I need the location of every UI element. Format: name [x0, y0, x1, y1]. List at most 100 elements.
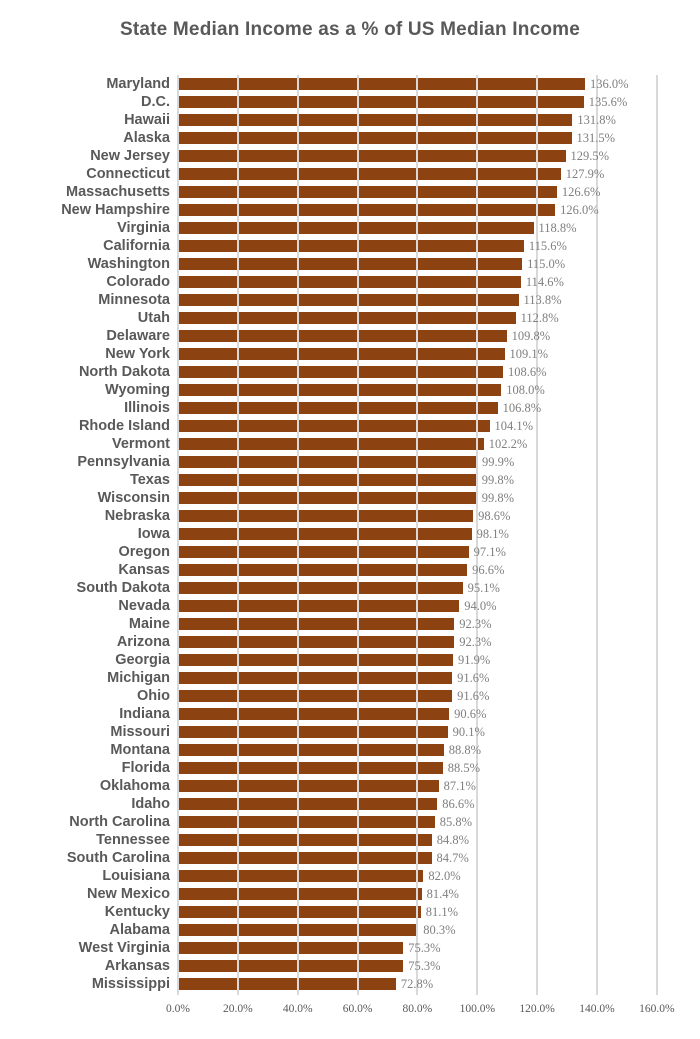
value-label: 75.3% — [408, 959, 441, 973]
bar — [178, 168, 561, 180]
category-label: Oklahoma — [99, 778, 170, 794]
category-label: Florida — [121, 760, 170, 776]
value-label: 113.8% — [523, 293, 562, 307]
bar — [178, 384, 502, 396]
category-label: Ohio — [136, 688, 170, 704]
category-label: Hawaii — [124, 112, 170, 128]
bar — [178, 618, 455, 630]
value-label: 108.0% — [506, 383, 545, 397]
category-label: Idaho — [131, 796, 170, 812]
bar — [178, 870, 424, 882]
category-label: Wyoming — [105, 382, 170, 398]
value-label: 96.6% — [472, 563, 505, 577]
bar — [178, 204, 556, 216]
value-label: 126.0% — [560, 203, 599, 217]
value-label: 87.1% — [443, 779, 476, 793]
value-label: 92.3% — [459, 635, 492, 649]
value-label: 81.1% — [425, 905, 458, 919]
category-label: Vermont — [111, 436, 170, 452]
bar — [178, 582, 463, 594]
value-label: 91.9% — [458, 653, 491, 667]
category-label: Massachusetts — [66, 184, 170, 200]
value-label: 109.1% — [509, 347, 549, 361]
x-axis-label: 60.0% — [342, 1003, 373, 1015]
category-label: Arkansas — [104, 958, 170, 974]
category-label: Nevada — [118, 598, 170, 614]
bar — [178, 222, 534, 234]
value-label: 94.0% — [464, 599, 497, 613]
category-label: New Jersey — [90, 148, 170, 164]
category-label: North Dakota — [78, 364, 170, 380]
category-label: Minnesota — [98, 292, 170, 308]
category-label: Alabama — [109, 922, 170, 938]
value-label: 131.8% — [577, 113, 616, 127]
value-label: 84.7% — [436, 851, 469, 865]
bar — [178, 114, 573, 126]
value-label: 75.3% — [408, 941, 441, 955]
bar — [178, 474, 477, 486]
x-axis-label: 20.0% — [222, 1003, 253, 1015]
bar — [178, 672, 453, 684]
x-axis-label: 100.0% — [459, 1003, 496, 1015]
bar — [178, 978, 396, 990]
category-label: D.C. — [141, 94, 170, 110]
value-label: 81.4% — [426, 887, 459, 901]
category-label: Indiana — [119, 706, 170, 722]
category-label: Nebraska — [104, 508, 170, 524]
value-label: 98.6% — [478, 509, 511, 523]
category-label: Montana — [110, 742, 170, 758]
bar — [178, 132, 572, 144]
value-label: 127.9% — [565, 167, 605, 181]
category-label: Alaska — [123, 130, 170, 146]
value-label: 91.6% — [457, 689, 490, 703]
value-label: 99.9% — [482, 455, 515, 469]
value-label: 129.5% — [570, 149, 610, 163]
category-label: Delaware — [106, 328, 170, 344]
bar — [178, 96, 584, 108]
gridline — [236, 75, 239, 995]
bar — [178, 492, 477, 504]
value-label: 90.1% — [452, 725, 485, 739]
category-label: Mississippi — [91, 976, 170, 992]
category-label: New York — [105, 346, 170, 362]
bar — [178, 456, 477, 468]
value-label: 88.5% — [447, 761, 481, 775]
bar — [178, 744, 444, 756]
value-label: 126.6% — [561, 185, 601, 199]
category-label: Connecticut — [86, 166, 170, 182]
category-label: Missouri — [110, 724, 170, 740]
value-label: 85.8% — [439, 815, 473, 829]
category-label: Utah — [137, 310, 170, 326]
value-label: 99.8% — [481, 473, 514, 487]
category-label: Iowa — [137, 526, 170, 542]
bar — [178, 366, 503, 378]
category-label: Wisconsin — [97, 490, 170, 506]
gridline — [655, 75, 658, 995]
value-label: 109.8% — [511, 329, 551, 343]
value-label: 84.8% — [436, 833, 470, 847]
value-label: 104.1% — [494, 419, 534, 433]
bar — [178, 654, 453, 666]
category-label: Tennessee — [96, 832, 170, 848]
category-label: South Dakota — [76, 580, 170, 596]
bar — [178, 348, 505, 360]
value-label: 72.8% — [400, 977, 434, 991]
bar — [178, 798, 438, 810]
bar — [178, 726, 448, 738]
bar — [178, 690, 453, 702]
category-label: Arizona — [116, 634, 170, 650]
value-label: 112.8% — [520, 311, 559, 325]
bar — [178, 240, 524, 252]
value-label: 92.3% — [459, 617, 492, 631]
bar — [178, 564, 468, 576]
category-label: New Mexico — [87, 886, 170, 902]
x-axis-label: 80.0% — [402, 1003, 433, 1015]
category-label: Texas — [129, 472, 170, 488]
x-axis-label: 160.0% — [639, 1003, 675, 1015]
value-label: 118.8% — [538, 221, 577, 235]
gridline — [296, 75, 299, 995]
value-label: 98.1% — [476, 527, 509, 541]
bar — [178, 834, 432, 846]
category-label: Oregon — [118, 544, 170, 560]
